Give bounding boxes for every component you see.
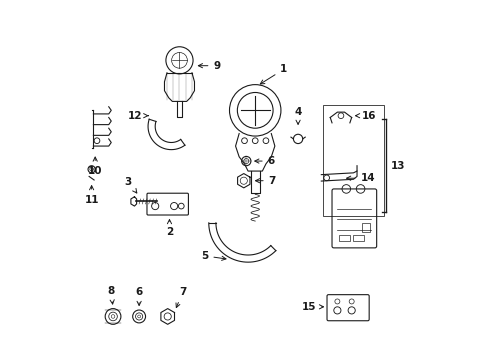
Text: 4: 4 xyxy=(294,107,301,124)
Text: 3: 3 xyxy=(124,177,137,193)
Text: 16: 16 xyxy=(355,111,376,121)
Text: 7: 7 xyxy=(255,176,276,186)
Bar xyxy=(362,223,369,232)
Bar xyxy=(323,105,383,216)
Text: 8: 8 xyxy=(107,287,115,304)
Text: 7: 7 xyxy=(176,287,186,307)
Text: 12: 12 xyxy=(128,111,148,121)
Text: 6: 6 xyxy=(254,156,274,166)
Text: 2: 2 xyxy=(165,220,173,237)
Bar xyxy=(353,235,364,241)
Text: 15: 15 xyxy=(301,302,323,312)
Text: 5: 5 xyxy=(201,251,225,261)
Text: 10: 10 xyxy=(88,157,102,176)
Text: 6: 6 xyxy=(135,287,142,305)
Text: 13: 13 xyxy=(390,161,405,171)
Text: 11: 11 xyxy=(84,186,99,204)
Text: 14: 14 xyxy=(346,173,374,183)
Bar xyxy=(339,235,349,241)
Text: 1: 1 xyxy=(260,64,287,84)
Text: 9: 9 xyxy=(198,61,220,71)
